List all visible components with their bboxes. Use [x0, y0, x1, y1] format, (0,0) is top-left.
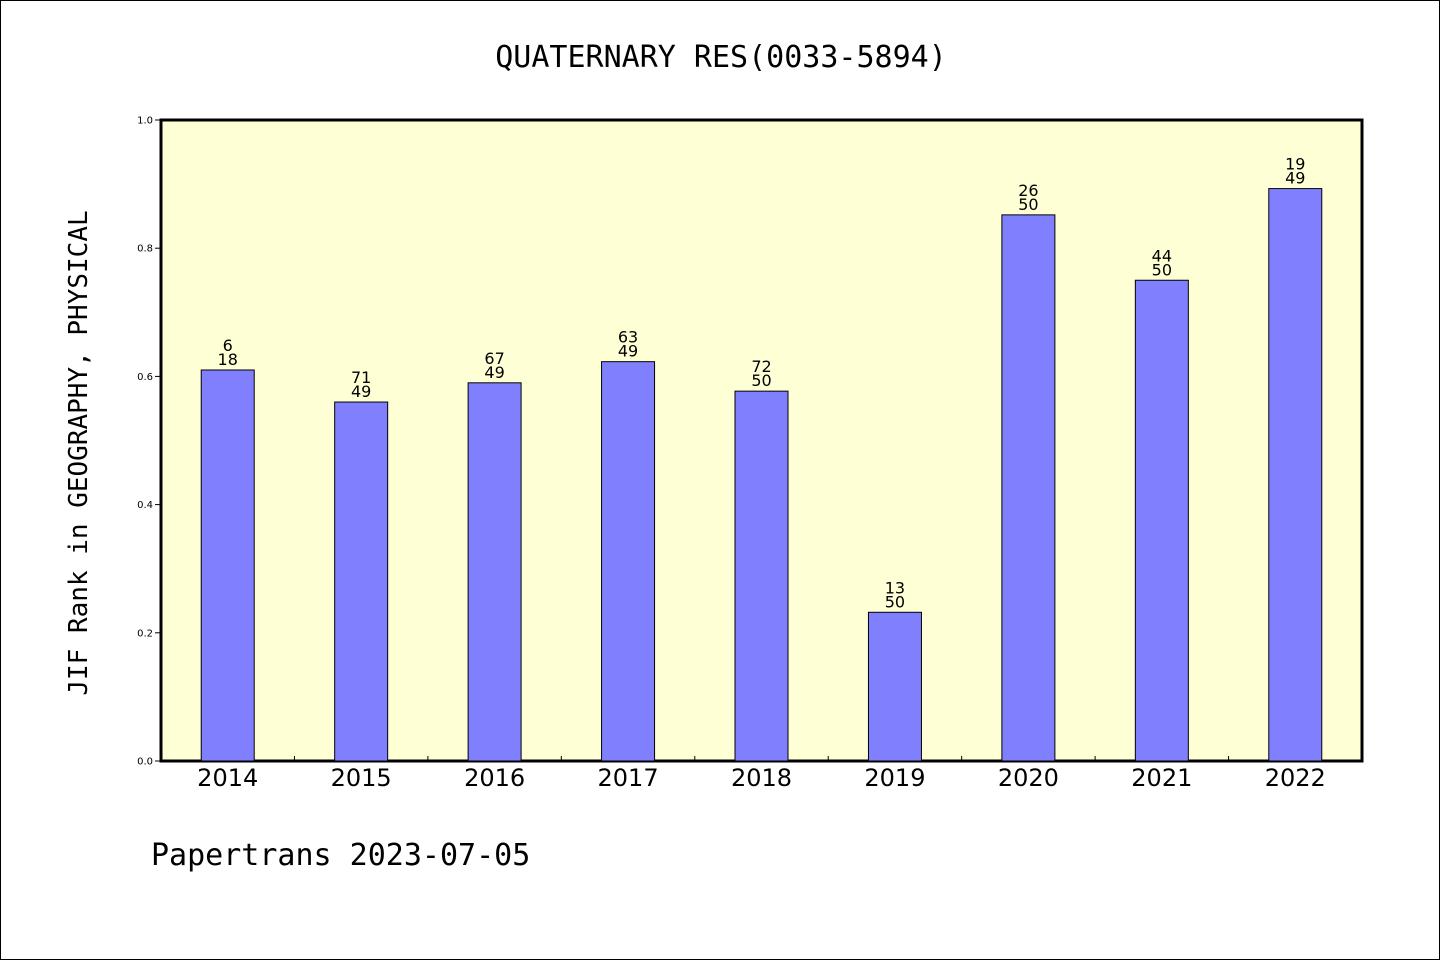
y-axis-label: JIF Rank in GEOGRAPHY, PHYSICAL [64, 210, 94, 695]
bar-2019 [867, 611, 922, 762]
x-tick-label: 2014 [197, 764, 258, 792]
y-tick-label: 0.0 [137, 757, 153, 768]
bar-label-bottom: 49 [351, 382, 371, 401]
bar-label-bottom: 50 [1152, 260, 1172, 279]
bar-2021 [1134, 279, 1189, 762]
bar-2014 [200, 369, 255, 762]
footer-text: Papertrans 2023-07-05 [151, 838, 530, 873]
x-tick-label: 2020 [998, 764, 1059, 792]
x-tick-label: 2017 [598, 764, 659, 792]
x-tick-label: 2022 [1265, 764, 1326, 792]
bar-label-bottom: 50 [885, 592, 905, 611]
bar-2020 [1001, 214, 1056, 762]
bar-label-bottom: 49 [1285, 169, 1305, 188]
bar-2022 [1268, 188, 1323, 762]
bar-label-bottom: 50 [1018, 195, 1038, 214]
bar-label-top: 44 [1152, 246, 1172, 265]
bar-label-bottom: 49 [618, 342, 638, 361]
bar-label-bottom: 50 [751, 371, 771, 390]
bar-label-top: 67 [484, 349, 504, 368]
y-tick-label: 1.0 [137, 116, 153, 127]
bar-2016 [467, 382, 522, 762]
bar-label-top: 63 [618, 328, 638, 347]
bar-label-top: 26 [1018, 181, 1038, 200]
bar-2015 [334, 401, 389, 762]
bar-2017 [601, 361, 656, 762]
y-tick-label: 0.8 [137, 244, 153, 255]
x-axis: 2014 2015 2016 2017 2018 2019 2020 2021 2022 [197, 756, 1326, 792]
chart-title: QUATERNARY RES(0033-5894) [495, 40, 947, 75]
x-tick-label: 2018 [731, 764, 792, 792]
y-tick-label: 0.2 [137, 628, 153, 639]
y-axis: 0.0 0.2 0.4 0.6 0.8 1.0 [137, 116, 161, 768]
bar-label-top: 72 [751, 357, 771, 376]
bar-label-top: 71 [351, 368, 371, 387]
y-tick-label: 0.4 [137, 500, 153, 511]
x-tick-label: 2019 [864, 764, 925, 792]
bar-label-top: 13 [885, 578, 905, 597]
x-tick-label: 2016 [464, 764, 525, 792]
bar-label-bottom: 49 [484, 363, 504, 382]
bar-label-top: 6 [223, 336, 233, 355]
x-tick-label: 2021 [1131, 764, 1192, 792]
bar-label-bottom: 18 [218, 350, 238, 369]
y-tick-label: 0.6 [137, 372, 153, 383]
x-tick-label: 2015 [331, 764, 392, 792]
bar-2018 [734, 390, 789, 762]
bar-label-top: 19 [1285, 155, 1305, 174]
